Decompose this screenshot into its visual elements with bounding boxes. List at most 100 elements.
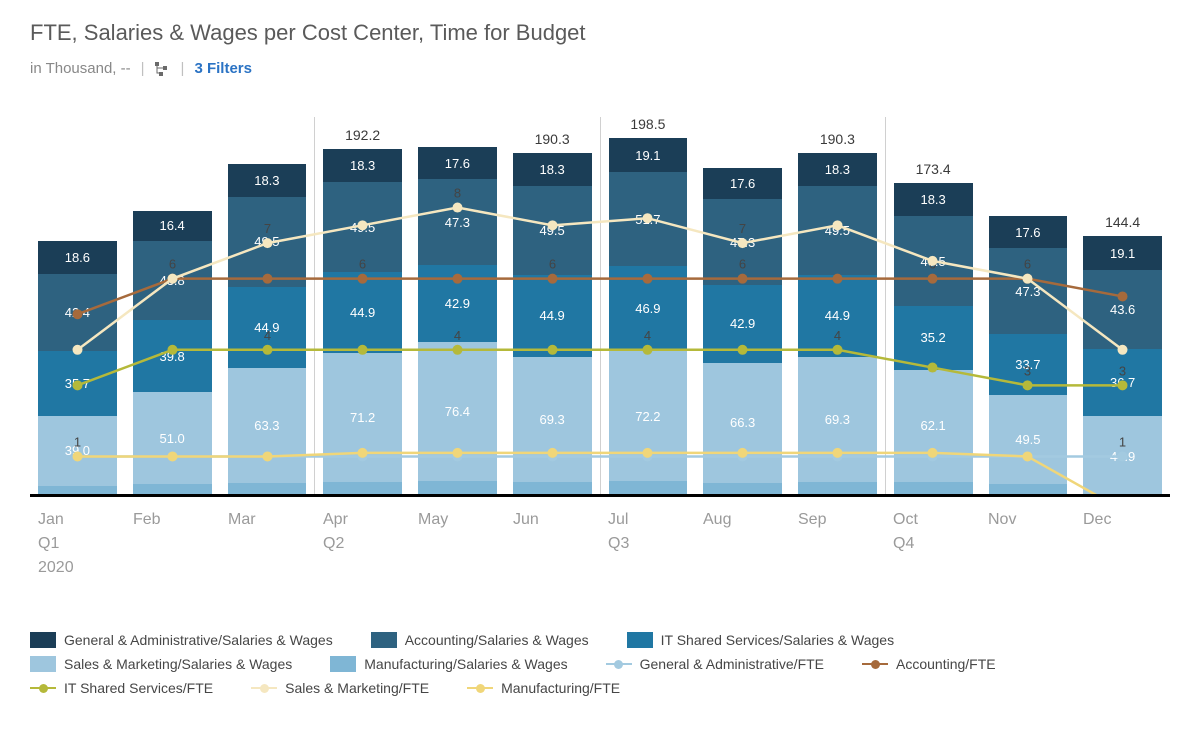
segment-value-label: 44.9 [350, 306, 375, 319]
bar-segment-general_admin[interactable]: 18.3 [894, 183, 973, 216]
legend-item[interactable]: General & Administrative/Salaries & Wage… [30, 632, 333, 648]
segment-value-label: 71.2 [350, 411, 375, 424]
bar-segment-general_admin[interactable]: 18.3 [513, 153, 592, 186]
legend-item[interactable]: Manufacturing/FTE [467, 680, 620, 696]
bar-segment-general_admin[interactable]: 17.6 [418, 147, 497, 179]
bar-segment-general_admin[interactable]: 16.4 [133, 211, 212, 241]
bar-stack[interactable]: 51.0 39.843.816.4 [133, 211, 212, 497]
month-column: 49.533.747.317.6 [981, 117, 1076, 497]
legend-item[interactable]: Manufacturing/Salaries & Wages [330, 656, 567, 672]
bar-segment-sales_mkt[interactable]: 44.9 [1083, 416, 1162, 497]
bar-segment-it_shared[interactable]: 42.9 [703, 285, 782, 363]
bar-segment-it_shared[interactable]: 44.9 [513, 275, 592, 356]
filters-link[interactable]: 3 Filters [194, 60, 252, 77]
separator: | [141, 60, 145, 77]
x-axis-label: May [410, 511, 505, 577]
bar-segment-sales_mkt[interactable]: 76.4 [418, 342, 497, 480]
bar-segment-sales_mkt[interactable]: 51.0 [133, 392, 212, 484]
bar-segment-accounting[interactable]: 49.5 [798, 186, 877, 276]
legend-label: Accounting/FTE [896, 656, 996, 672]
bar-segment-it_shared[interactable]: 36.7 [1083, 349, 1162, 415]
bar-stack[interactable]: 76.442.947.3 17.6 [418, 147, 497, 497]
bar-segment-accounting[interactable]: 43.6 [1083, 270, 1162, 349]
bar-segment-general_admin[interactable]: 18.3 [798, 153, 877, 186]
segment-value-label: 18.6 [65, 251, 90, 264]
bar-stack[interactable]: 71.244.949.518.3192.2 [323, 149, 402, 497]
segment-value-label: 51.7 [635, 213, 660, 226]
segment-value-label: 51.0 [159, 432, 184, 445]
bar-segment-accounting[interactable]: 43.8 [133, 241, 212, 320]
legend-marker-icon [606, 658, 632, 670]
bar-segment-it_shared[interactable]: 44.9 [228, 287, 307, 368]
month-column: 51.0 39.843.816.4 [125, 117, 220, 497]
bar-stack[interactable]: 69.344.949.518.3190.3 [798, 153, 877, 497]
legend-swatch [627, 632, 653, 648]
bar-segment-it_shared[interactable]: 35.7 [38, 351, 117, 416]
bar-segment-sales_mkt[interactable]: 69.3 [513, 357, 592, 482]
segment-value-label: 18.3 [825, 163, 850, 176]
bar-stack[interactable]: 66.3 42.9 47.317.6 [703, 168, 782, 497]
legend-marker-icon [862, 658, 888, 670]
legend-item[interactable]: IT Shared Services/Salaries & Wages [627, 632, 894, 648]
bar-segment-it_shared[interactable]: 44.9 [798, 275, 877, 356]
bar-segment-sales_mkt[interactable]: 72.2 [609, 351, 688, 482]
bar-segment-general_admin[interactable]: 19.1 [609, 138, 688, 173]
bar-stack[interactable]: 63.3 44.9 49.518.3 [228, 164, 307, 497]
bar-segment-general_admin[interactable]: 17.6 [989, 216, 1068, 248]
segment-value-label: 44.9 [254, 321, 279, 334]
bar-segment-it_shared[interactable]: 35.2 [894, 306, 973, 370]
bar-segment-it_shared[interactable]: 42.9 [418, 265, 497, 343]
bar-segment-it_shared[interactable]: 33.7 [989, 334, 1068, 395]
bar-segment-accounting[interactable]: 49.5 [894, 216, 973, 306]
month-column: 76.442.947.3 17.6 [410, 117, 505, 497]
bar-segment-general_admin[interactable]: 18.3 [228, 164, 307, 197]
bar-segment-sales_mkt[interactable]: 66.3 [703, 363, 782, 483]
bar-segment-sales_mkt[interactable]: 69.3 [798, 357, 877, 482]
bar-segment-accounting[interactable]: 47.3 [703, 199, 782, 285]
bar-segment-sales_mkt[interactable]: 63.3 [228, 368, 307, 483]
segment-value-label: 35.7 [65, 377, 90, 390]
bar-segment-accounting[interactable]: 49.5 [228, 197, 307, 287]
segment-value-label: 35.2 [920, 331, 945, 344]
bar-segment-accounting[interactable]: 49.5 [323, 182, 402, 272]
bar-stack[interactable]: 39.0 35.7 42.4 18.6 [38, 241, 117, 497]
x-axis-baseline [30, 494, 1170, 497]
bar-segment-general_admin[interactable]: 17.6 [703, 168, 782, 200]
bar-stack[interactable]: 49.533.747.317.6 [989, 216, 1068, 497]
bar-stack[interactable]: 69.344.949.518.3190.3 [513, 153, 592, 497]
bar-segment-sales_mkt[interactable]: 49.5 [989, 395, 1068, 485]
legend-item[interactable]: Sales & Marketing/Salaries & Wages [30, 656, 292, 672]
bar-segment-accounting[interactable]: 49.5 [513, 186, 592, 276]
x-axis-label: Jun [505, 511, 600, 577]
bar-segment-sales_mkt[interactable]: 62.1 [894, 370, 973, 482]
month-column: 72.246.951.719.1198.5 [600, 117, 696, 497]
segment-value-label: 42.9 [730, 317, 755, 330]
bar-stack[interactable]: 44.936.743.619.1144.4 [1083, 236, 1162, 497]
bar-segment-general_admin[interactable]: 18.6 [38, 241, 117, 275]
segment-value-label: 49.5 [825, 224, 850, 237]
bar-segment-it_shared[interactable]: 39.8 [133, 320, 212, 392]
bar-segment-general_admin[interactable]: 19.1 [1083, 236, 1162, 271]
bar-stack[interactable]: 72.246.951.719.1198.5 [609, 138, 688, 497]
legend-label: Sales & Marketing/FTE [285, 680, 429, 696]
bar-segment-accounting[interactable]: 47.3 [418, 179, 497, 265]
month-column: 62.135.249.518.3173.4 [885, 117, 981, 497]
bar-segment-general_admin[interactable]: 18.3 [323, 149, 402, 182]
bar-segment-accounting[interactable]: 47.3 [989, 248, 1068, 334]
hierarchy-icon[interactable] [155, 62, 171, 76]
bar-segment-accounting[interactable]: 42.4 [38, 274, 117, 351]
legend-item[interactable]: Accounting/Salaries & Wages [371, 632, 589, 648]
bar-segment-sales_mkt[interactable]: 71.2 [323, 353, 402, 482]
bar-total-label: 144.4 [1105, 214, 1140, 230]
legend-item[interactable]: Accounting/FTE [862, 656, 996, 672]
legend-item[interactable]: General & Administrative/FTE [606, 656, 824, 672]
legend-item[interactable]: Sales & Marketing/FTE [251, 680, 429, 696]
bar-segment-it_shared[interactable]: 44.9 [323, 272, 402, 353]
legend-item[interactable]: IT Shared Services/FTE [30, 680, 213, 696]
segment-value-label: 17.6 [445, 157, 470, 170]
bar-segment-sales_mkt[interactable]: 39.0 [38, 416, 117, 487]
bar-segment-it_shared[interactable]: 46.9 [609, 266, 688, 351]
segment-value-label: 72.2 [635, 410, 660, 423]
bar-stack[interactable]: 62.135.249.518.3173.4 [894, 183, 973, 497]
bar-segment-accounting[interactable]: 51.7 [609, 172, 688, 266]
